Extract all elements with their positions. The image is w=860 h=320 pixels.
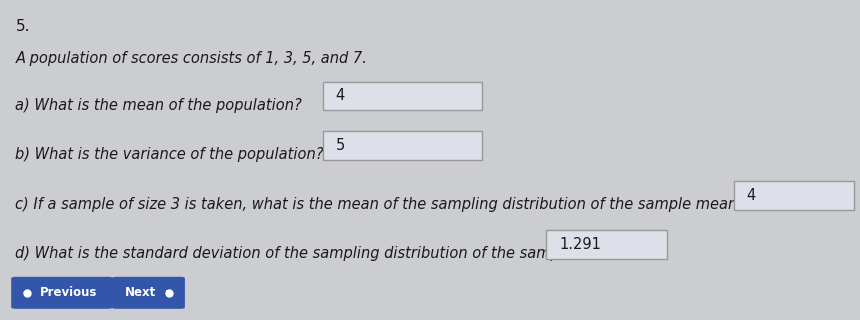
Text: c) If a sample of size 3 is taken, what is the mean of the sampling distribution: c) If a sample of size 3 is taken, what … (15, 197, 753, 212)
FancyBboxPatch shape (322, 82, 482, 110)
FancyBboxPatch shape (546, 230, 666, 259)
Text: 4: 4 (335, 89, 345, 103)
FancyBboxPatch shape (734, 181, 854, 210)
Text: a) What is the mean of the population?: a) What is the mean of the population? (15, 98, 302, 113)
Text: ◀: ◀ (23, 288, 30, 297)
Text: Next: Next (125, 286, 156, 299)
Text: 5.: 5. (15, 19, 30, 34)
FancyBboxPatch shape (112, 277, 185, 309)
Text: A population of scores consists of 1, 3, 5, and 7.: A population of scores consists of 1, 3,… (15, 51, 367, 66)
Text: Previous: Previous (40, 286, 97, 299)
Text: ▶: ▶ (166, 288, 173, 297)
Text: 4: 4 (746, 188, 756, 203)
Text: 1.291: 1.291 (559, 237, 601, 252)
Text: b) What is the variance of the population?: b) What is the variance of the populatio… (15, 147, 324, 162)
FancyBboxPatch shape (322, 131, 482, 160)
Text: d) What is the standard deviation of the sampling distribution of the sample mea: d) What is the standard deviation of the… (15, 246, 635, 261)
Text: 5: 5 (335, 138, 345, 153)
FancyBboxPatch shape (11, 277, 113, 309)
